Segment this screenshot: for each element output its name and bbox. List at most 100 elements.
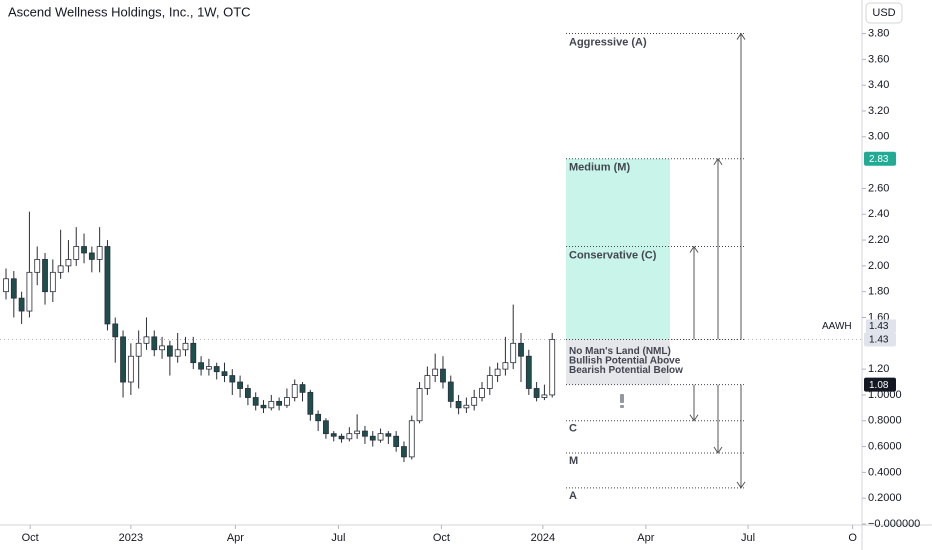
candle-body (330, 433, 337, 437)
candle-body (198, 362, 204, 370)
y-tick-label: 2.40 (868, 208, 889, 220)
candle-body (362, 430, 368, 437)
candle-body (252, 397, 259, 406)
price-tag (864, 332, 896, 347)
symbol-tag-bg (866, 319, 896, 333)
x-tick-label: Oct (433, 532, 450, 544)
warning-icon (620, 394, 624, 403)
x-tick-label: Oct (22, 532, 39, 544)
candle-body (159, 345, 165, 351)
candle-body (354, 430, 361, 435)
candle-body (346, 433, 353, 440)
currency-button[interactable] (865, 2, 903, 24)
candle-body (205, 366, 212, 370)
y-tick-label: 2.00 (868, 260, 889, 272)
candle-body (424, 375, 431, 389)
target-arrowhead (689, 414, 699, 422)
candle-body (416, 388, 423, 422)
bullish-target-label: Medium (M) (569, 162, 630, 174)
candle-body (291, 384, 298, 398)
candle-body (541, 394, 548, 398)
candle-body (18, 297, 25, 312)
y-tick-label: 0.4000 (868, 466, 902, 478)
candle-body (151, 336, 158, 351)
target-arrowhead (689, 245, 699, 253)
candle-body (284, 397, 290, 406)
candle-body (393, 435, 400, 447)
price-tag-label: 1.43 (869, 335, 889, 346)
y-tick-label: 2.20 (868, 234, 889, 246)
y-tick-label: 3.00 (868, 131, 889, 143)
y-tick-label: 3.80 (868, 27, 889, 39)
candle-body (143, 336, 150, 344)
bearish-target-label: C (569, 423, 577, 435)
candle-body (518, 342, 524, 357)
candle-body (494, 368, 501, 376)
candle-body (463, 404, 470, 409)
candle-body (49, 271, 56, 293)
candle-body (268, 400, 275, 409)
candle-body (432, 368, 439, 376)
y-tick-label: 1.0000 (868, 389, 902, 401)
bearish-target-label: A (569, 490, 577, 502)
x-tick-label: Apr (227, 532, 244, 544)
y-tick-label: 3.40 (868, 79, 889, 91)
target-arrowhead (736, 481, 746, 489)
candle-body (401, 446, 407, 458)
candle-body (338, 435, 345, 440)
candle-body (533, 388, 540, 398)
candle-body (276, 400, 283, 406)
warning-icon-dot (620, 405, 624, 408)
candle-body (166, 345, 173, 357)
candle-body (88, 252, 95, 260)
candle-body (455, 400, 462, 409)
nml-label: Bullish Potential Above (569, 356, 681, 367)
candle-body (315, 413, 322, 422)
candle-body (182, 342, 189, 351)
bullish-zone (566, 158, 670, 340)
candle-body (96, 246, 103, 260)
bullish-target-label: Conservative (C) (569, 249, 657, 261)
candle-body (549, 339, 556, 396)
candle-body (510, 342, 517, 364)
x-tick-label: Apr (637, 532, 654, 544)
x-tick-label: Jul (331, 532, 345, 544)
y-tick-label: 2.60 (868, 182, 889, 194)
bullish-target-label: Aggressive (A) (569, 36, 647, 48)
candle-body (471, 397, 478, 406)
y-tick-label: 0.2000 (868, 492, 902, 504)
candle-body (42, 259, 48, 293)
target-arrowhead (713, 157, 723, 166)
candle-body (486, 375, 493, 389)
candle-body (57, 265, 64, 273)
candle-body (120, 336, 126, 383)
candle-body (408, 420, 415, 458)
price-tag-label: 2.83 (869, 154, 889, 165)
candle-body (81, 246, 87, 254)
x-tick-label: Jul (741, 532, 755, 544)
candle-body (479, 388, 485, 398)
currency[interactable]: USD (872, 7, 895, 19)
candle-body (10, 278, 17, 299)
y-tick-label: 0.6000 (868, 440, 902, 452)
y-tick-label: 0.8000 (868, 415, 902, 427)
x-tick-label: O (848, 532, 857, 544)
candle-body (440, 368, 446, 383)
symbol-price: 1.43 (869, 321, 889, 332)
candle-body (221, 371, 228, 376)
candle-body (369, 435, 376, 441)
candle-body (245, 388, 251, 398)
candle-body (135, 342, 142, 357)
candle-body (65, 259, 72, 267)
candle-body (104, 246, 111, 325)
target-arrowhead (736, 32, 746, 40)
x-tick-label: 2023 (119, 532, 143, 544)
candle-body (190, 342, 197, 364)
candle-body (377, 433, 384, 441)
price-tag (864, 151, 896, 166)
chart-title: Ascend Wellness Holdings, Inc., 1W, OTC (8, 4, 251, 19)
price-tag-label: 1.08 (869, 380, 889, 391)
candle-body (3, 278, 9, 293)
candle-body (229, 375, 236, 383)
